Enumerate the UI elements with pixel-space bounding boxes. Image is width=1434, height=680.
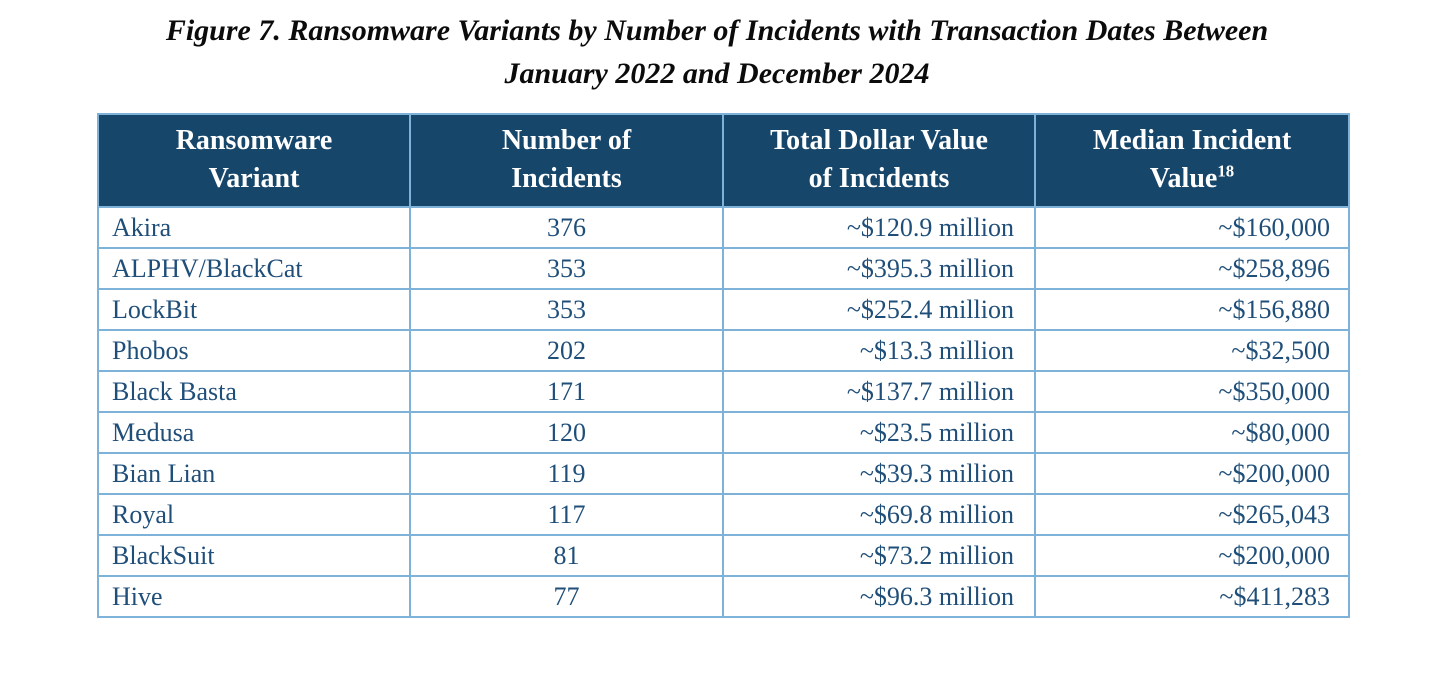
column-header-number-of-incidents: Number of Incidents: [409, 113, 724, 208]
table-row: BlackSuit 81 ~$73.2 million ~$200,000: [97, 534, 1350, 577]
cell-median-incident-value: ~$350,000: [1034, 370, 1350, 413]
cell-median-incident-value: ~$80,000: [1034, 411, 1350, 454]
table-row: LockBit 353 ~$252.4 million ~$156,880: [97, 288, 1350, 331]
cell-total-dollar-value: ~$13.3 million: [722, 329, 1036, 372]
cell-number-of-incidents: 171: [409, 370, 724, 413]
cell-ransomware-variant: ALPHV/BlackCat: [97, 247, 411, 290]
column-header-total-dollar-value: Total Dollar Value of Incidents: [722, 113, 1036, 208]
column-header-median-incident-value: Median Incident Value18: [1034, 113, 1350, 208]
cell-total-dollar-value: ~$23.5 million: [722, 411, 1036, 454]
column-header-line: of Incidents: [808, 162, 950, 194]
cell-total-dollar-value: ~$252.4 million: [722, 288, 1036, 331]
table-row: Akira 376 ~$120.9 million ~$160,000: [97, 206, 1350, 249]
cell-number-of-incidents: 353: [409, 247, 724, 290]
table-row: Phobos 202 ~$13.3 million ~$32,500: [97, 329, 1350, 372]
cell-number-of-incidents: 202: [409, 329, 724, 372]
cell-total-dollar-value: ~$73.2 million: [722, 534, 1036, 577]
column-header-line: Incidents: [511, 162, 622, 194]
cell-median-incident-value: ~$32,500: [1034, 329, 1350, 372]
table-row: Hive 77 ~$96.3 million ~$411,283: [97, 575, 1350, 618]
cell-ransomware-variant: LockBit: [97, 288, 411, 331]
table-row: Black Basta 171 ~$137.7 million ~$350,00…: [97, 370, 1350, 413]
figure-title-line1: Figure 7. Ransomware Variants by Number …: [165, 14, 1269, 47]
cell-total-dollar-value: ~$96.3 million: [722, 575, 1036, 618]
cell-ransomware-variant: Black Basta: [97, 370, 411, 413]
figure-title-line2: January 2022 and December 2024: [504, 56, 930, 90]
cell-total-dollar-value: ~$120.9 million: [722, 206, 1036, 249]
cell-median-incident-value: ~$411,283: [1034, 575, 1350, 618]
cell-total-dollar-value: ~$39.3 million: [722, 452, 1036, 495]
table-row: Royal 117 ~$69.8 million ~$265,043: [97, 493, 1350, 536]
cell-total-dollar-value: ~$137.7 million: [722, 370, 1036, 413]
cell-number-of-incidents: 81: [409, 534, 724, 577]
column-header-line: Ransomware: [175, 124, 333, 156]
column-header-line: Number of: [501, 124, 632, 156]
cell-number-of-incidents: 119: [409, 452, 724, 495]
column-header-line: Total Dollar Value: [770, 124, 988, 156]
table-row: Medusa 120 ~$23.5 million ~$80,000: [97, 411, 1350, 454]
table-header-row: Ransomware Variant Number of Incidents T…: [97, 113, 1350, 208]
table-row: ALPHV/BlackCat 353 ~$395.3 million ~$258…: [97, 247, 1350, 290]
cell-number-of-incidents: 117: [409, 493, 724, 536]
cell-ransomware-variant: Royal: [97, 493, 411, 536]
cell-number-of-incidents: 376: [409, 206, 724, 249]
column-header-line: Variant: [208, 162, 300, 194]
cell-ransomware-variant: BlackSuit: [97, 534, 411, 577]
column-header-ransomware-variant: Ransomware Variant: [97, 113, 411, 208]
table-body: Akira 376 ~$120.9 million ~$160,000 ALPH…: [97, 206, 1350, 618]
cell-median-incident-value: ~$156,880: [1034, 288, 1350, 331]
cell-median-incident-value: ~$258,896: [1034, 247, 1350, 290]
ransomware-variants-table: Ransomware Variant Number of Incidents T…: [97, 113, 1350, 618]
cell-number-of-incidents: 120: [409, 411, 724, 454]
cell-ransomware-variant: Medusa: [97, 411, 411, 454]
cell-total-dollar-value: ~$395.3 million: [722, 247, 1036, 290]
cell-total-dollar-value: ~$69.8 million: [722, 493, 1036, 536]
cell-ransomware-variant: Akira: [97, 206, 411, 249]
cell-median-incident-value: ~$265,043: [1034, 493, 1350, 536]
cell-median-incident-value: ~$200,000: [1034, 534, 1350, 577]
cell-median-incident-value: ~$200,000: [1034, 452, 1350, 495]
cell-ransomware-variant: Bian Lian: [97, 452, 411, 495]
footnote-reference: 18: [1217, 161, 1235, 181]
column-header-line: Value: [1149, 162, 1218, 194]
cell-number-of-incidents: 353: [409, 288, 724, 331]
table-row: Bian Lian 119 ~$39.3 million ~$200,000: [97, 452, 1350, 495]
cell-number-of-incidents: 77: [409, 575, 724, 618]
cell-median-incident-value: ~$160,000: [1034, 206, 1350, 249]
cell-ransomware-variant: Phobos: [97, 329, 411, 372]
cell-ransomware-variant: Hive: [97, 575, 411, 618]
table-header: Ransomware Variant Number of Incidents T…: [97, 113, 1350, 208]
figure-title: Figure 7. Ransomware Variants by Number …: [0, 0, 1434, 95]
column-header-line: Median Incident: [1092, 124, 1292, 156]
